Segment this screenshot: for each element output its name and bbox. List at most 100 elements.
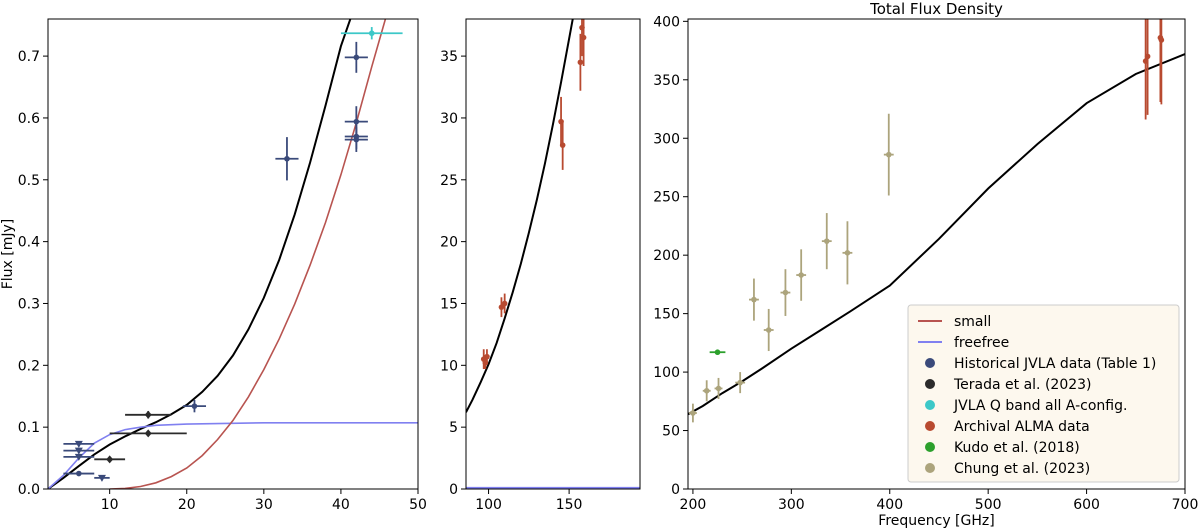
dot-marker [823, 238, 830, 244]
x-tick-label: 400 [876, 497, 903, 513]
y-tick-label: 250 [653, 190, 680, 206]
dot-marker [353, 118, 360, 125]
plot-area [48, 19, 418, 489]
y-tick-label: 350 [653, 73, 680, 89]
x-tick-label: 600 [1073, 497, 1100, 513]
dot-marker [498, 304, 505, 310]
y-tick-label: 0.4 [18, 235, 40, 251]
diamond-marker [144, 410, 152, 419]
legend-entry: Chung et al. (2023) [925, 461, 1090, 477]
plot-area [688, 19, 1185, 423]
dot-marker [1144, 53, 1151, 60]
x-tick-label: 10 [101, 497, 119, 513]
legend-marker-swatch [925, 358, 935, 368]
y-tick-label: 100 [653, 365, 680, 381]
y-tick-label: 0 [449, 482, 458, 498]
data-point [763, 308, 774, 352]
x-tick-label: 150 [556, 497, 583, 513]
data-point [780, 269, 791, 316]
legend-entry: Archival ALMA data [925, 419, 1090, 435]
dot-marker [798, 272, 804, 278]
data-point [94, 474, 110, 482]
data-point [821, 213, 832, 270]
dot-marker [737, 379, 743, 386]
upper-limit-marker [74, 440, 83, 448]
data-point [498, 297, 505, 318]
data-point [340, 27, 403, 40]
x-tick-label: 20 [178, 497, 196, 513]
x-tick-label: 50 [409, 497, 427, 513]
legend-label: Chung et al. (2023) [954, 461, 1090, 477]
upper-limit-marker [74, 453, 83, 461]
data-point [125, 410, 172, 419]
y-tick-label: 5 [449, 420, 458, 436]
axes-frame [47, 18, 419, 490]
data-point [344, 127, 368, 152]
legend-marker-swatch [925, 400, 935, 410]
dot-marker [559, 142, 566, 148]
series-jvla-q-band-all-a-config- [340, 27, 403, 40]
data-point [1158, 19, 1165, 105]
upper-limit-marker [74, 447, 83, 455]
series-terada-et-al-2023- [94, 410, 187, 464]
series-archival-alma-data [480, 19, 587, 370]
data-point [63, 470, 95, 477]
dot-marker [715, 385, 722, 392]
dot-marker [782, 289, 789, 296]
dot-marker [368, 30, 375, 37]
series-archival-alma-data [1142, 19, 1165, 120]
axes-frame [687, 18, 1186, 490]
dot-marker [353, 54, 360, 61]
x-axis-label: Frequency [GHz] [878, 513, 994, 529]
legend-marker-swatch [925, 463, 935, 473]
legend-marker-swatch [925, 442, 935, 452]
y-tick-label: 400 [653, 14, 680, 30]
x-tick-label: 40 [332, 497, 350, 513]
y-tick-label: 15 [440, 296, 458, 312]
curve-total [466, 19, 574, 413]
legend-entry: JVLA Q band all A-config. [925, 398, 1127, 414]
dot-marker [76, 470, 82, 477]
chart-title: Total Flux Density [869, 0, 1003, 18]
legend: small freefree Historical JVLA data (Table… [907, 304, 1180, 483]
upper-limit-marker [97, 474, 106, 482]
legend-entry: Kudo et al. (2018) [925, 440, 1080, 456]
dot-marker [690, 410, 696, 416]
y-tick-label: 0.1 [18, 420, 40, 436]
legend-label: Kudo et al. (2018) [954, 440, 1080, 456]
x-tick-label: 300 [778, 497, 805, 513]
legend-marker-swatch [925, 421, 935, 431]
data-point [344, 41, 368, 73]
data-point [580, 19, 587, 66]
legend-label: freefree [954, 335, 1009, 351]
dot-marker [751, 296, 757, 303]
legend-entry: freefree [918, 335, 1009, 351]
data-point [63, 453, 95, 461]
dot-marker [714, 349, 721, 356]
curve-small [109, 19, 387, 489]
legend-label: small [954, 314, 991, 330]
right-panel: 200 300 400 500 600 700 0 50 100 150 200 250 300 350 4… [653, 0, 1198, 529]
x-tick-label: 200 [680, 497, 707, 513]
y-tick-label: 30 [440, 111, 458, 127]
dot-marker [191, 403, 198, 409]
series-chung-et-al-2023- [688, 113, 894, 423]
y-tick-label: 10 [440, 358, 458, 374]
legend-label: Historical JVLA data (Table 1) [954, 356, 1156, 372]
legend-entry: small [918, 314, 991, 330]
data-point [484, 349, 490, 365]
x-tick-label: 30 [255, 497, 273, 513]
data-point [63, 440, 95, 448]
data-point [735, 372, 746, 394]
data-point [688, 403, 697, 423]
data-point [1157, 19, 1164, 103]
plot-area [466, 19, 640, 489]
curve-total [688, 53, 1185, 416]
axes-frame [465, 18, 641, 490]
diamond-marker [144, 429, 152, 438]
legend-entry: Historical JVLA data (Table 1) [925, 356, 1156, 372]
left-panel: 10 20 30 40 50 0.0 0.1 0.2 0.3 0.4 0.5 0.6 0.7 Flux [… [0, 18, 427, 513]
data-point [182, 399, 207, 413]
curve-total [48, 19, 352, 489]
dot-marker [353, 136, 360, 143]
